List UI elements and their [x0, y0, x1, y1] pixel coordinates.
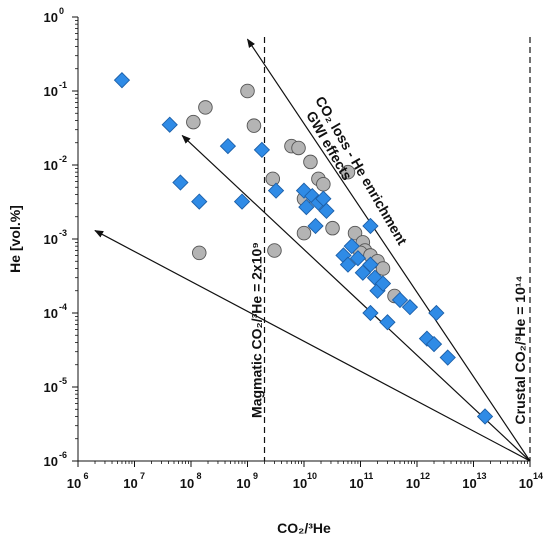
- diamond-point: [349, 250, 367, 267]
- diamond-point: [253, 141, 271, 159]
- trend-arrow-1: [246, 38, 531, 462]
- diamond-point: [362, 217, 379, 235]
- y-tick-label: 10: [44, 158, 58, 173]
- diamond-point: [318, 202, 335, 220]
- circle-point: [340, 164, 356, 180]
- circle-point: [265, 171, 281, 187]
- y-tick-label: 10: [44, 232, 58, 247]
- circle-point: [303, 154, 318, 170]
- data-points: [113, 72, 494, 425]
- y-tick-label: 10: [44, 306, 58, 321]
- diamond-point: [113, 72, 131, 89]
- x-tick-label: 10: [349, 476, 363, 491]
- diamond-point: [339, 256, 357, 273]
- y-tick-exponent: -3: [59, 228, 67, 238]
- circle-point: [198, 100, 213, 115]
- circle-point: [375, 261, 391, 276]
- diamond-point: [307, 217, 324, 235]
- diamond-point: [161, 116, 178, 133]
- diamond-point: [391, 291, 409, 309]
- circle-point: [192, 245, 207, 261]
- circle-point: [267, 243, 282, 258]
- trend-arrows: [94, 38, 531, 462]
- x-tick-exponent: 8: [196, 471, 201, 481]
- x-tick-label: 10: [519, 476, 533, 491]
- circle-point: [347, 225, 363, 241]
- circle-point: [291, 140, 306, 156]
- circle-point: [316, 176, 331, 192]
- diamond-point: [233, 193, 251, 210]
- y-tick-exponent: -4: [59, 302, 67, 312]
- diamond-point: [343, 238, 360, 255]
- magmatic-label: Magmatic CO₂/³He = 2x10⁹: [249, 242, 265, 418]
- x-tick-exponent: 14: [533, 471, 543, 481]
- circle-point: [240, 83, 255, 99]
- x-tick-exponent: 6: [83, 471, 88, 481]
- x-axis-label: CO₂/³He: [277, 520, 331, 536]
- y-tick-exponent: -6: [59, 450, 67, 460]
- diamond-point: [428, 304, 445, 322]
- circle-point: [186, 114, 201, 130]
- x-tick-exponent: 11: [364, 471, 374, 481]
- trend-arrow-3: [94, 230, 531, 462]
- crustal-label: Crustal CO₂/³He = 10¹⁴: [512, 275, 528, 424]
- labels: CO₂/³He He [vol.%] Magmatic CO₂/³He = 2x10…: [7, 93, 528, 536]
- x-tick-exponent: 13: [476, 471, 486, 481]
- x-tick-exponent: 7: [140, 471, 145, 481]
- diamond-point: [267, 182, 285, 199]
- diamond-point: [439, 349, 456, 366]
- diamond-point: [172, 174, 189, 191]
- diamond-point: [219, 137, 237, 155]
- x-tick-exponent: 12: [420, 471, 430, 481]
- trend-arrow-2: [181, 134, 531, 462]
- x-tick-exponent: 10: [307, 471, 317, 481]
- diamond-point: [191, 193, 208, 210]
- x-tick-label: 10: [180, 476, 194, 491]
- diamond-point: [362, 304, 379, 322]
- circle-point: [246, 118, 262, 133]
- diamond-point: [354, 264, 371, 281]
- diamond-point: [374, 275, 392, 292]
- x-tick-label: 10: [123, 476, 137, 491]
- y-tick-exponent: -2: [59, 154, 67, 164]
- y-tick-label: 10: [44, 10, 58, 25]
- x-tick-label: 10: [236, 476, 250, 491]
- reference-lines: [263, 37, 531, 461]
- circle-point: [325, 220, 340, 236]
- y-tick-label: 10: [44, 84, 58, 99]
- diamond-point: [425, 335, 443, 353]
- diamond-point: [362, 256, 379, 273]
- x-tick-label: 10: [462, 476, 476, 491]
- diamond-point: [379, 314, 396, 331]
- x-tick-label: 10: [293, 476, 307, 491]
- diamond-point: [298, 198, 315, 216]
- y-tick-exponent: 0: [59, 6, 64, 16]
- y-tick-exponent: -1: [59, 80, 67, 90]
- y-tick-label: 10: [44, 454, 58, 469]
- x-tick-label: 10: [67, 476, 81, 491]
- y-axis-label: He [vol.%]: [7, 205, 23, 273]
- y-tick-label: 10: [44, 380, 58, 395]
- circle-point: [296, 225, 312, 241]
- x-tick-label: 10: [406, 476, 420, 491]
- diamond-point: [401, 299, 419, 316]
- y-tick-exponent: -5: [59, 376, 67, 386]
- diamond-point: [476, 408, 494, 425]
- x-tick-exponent: 9: [253, 471, 258, 481]
